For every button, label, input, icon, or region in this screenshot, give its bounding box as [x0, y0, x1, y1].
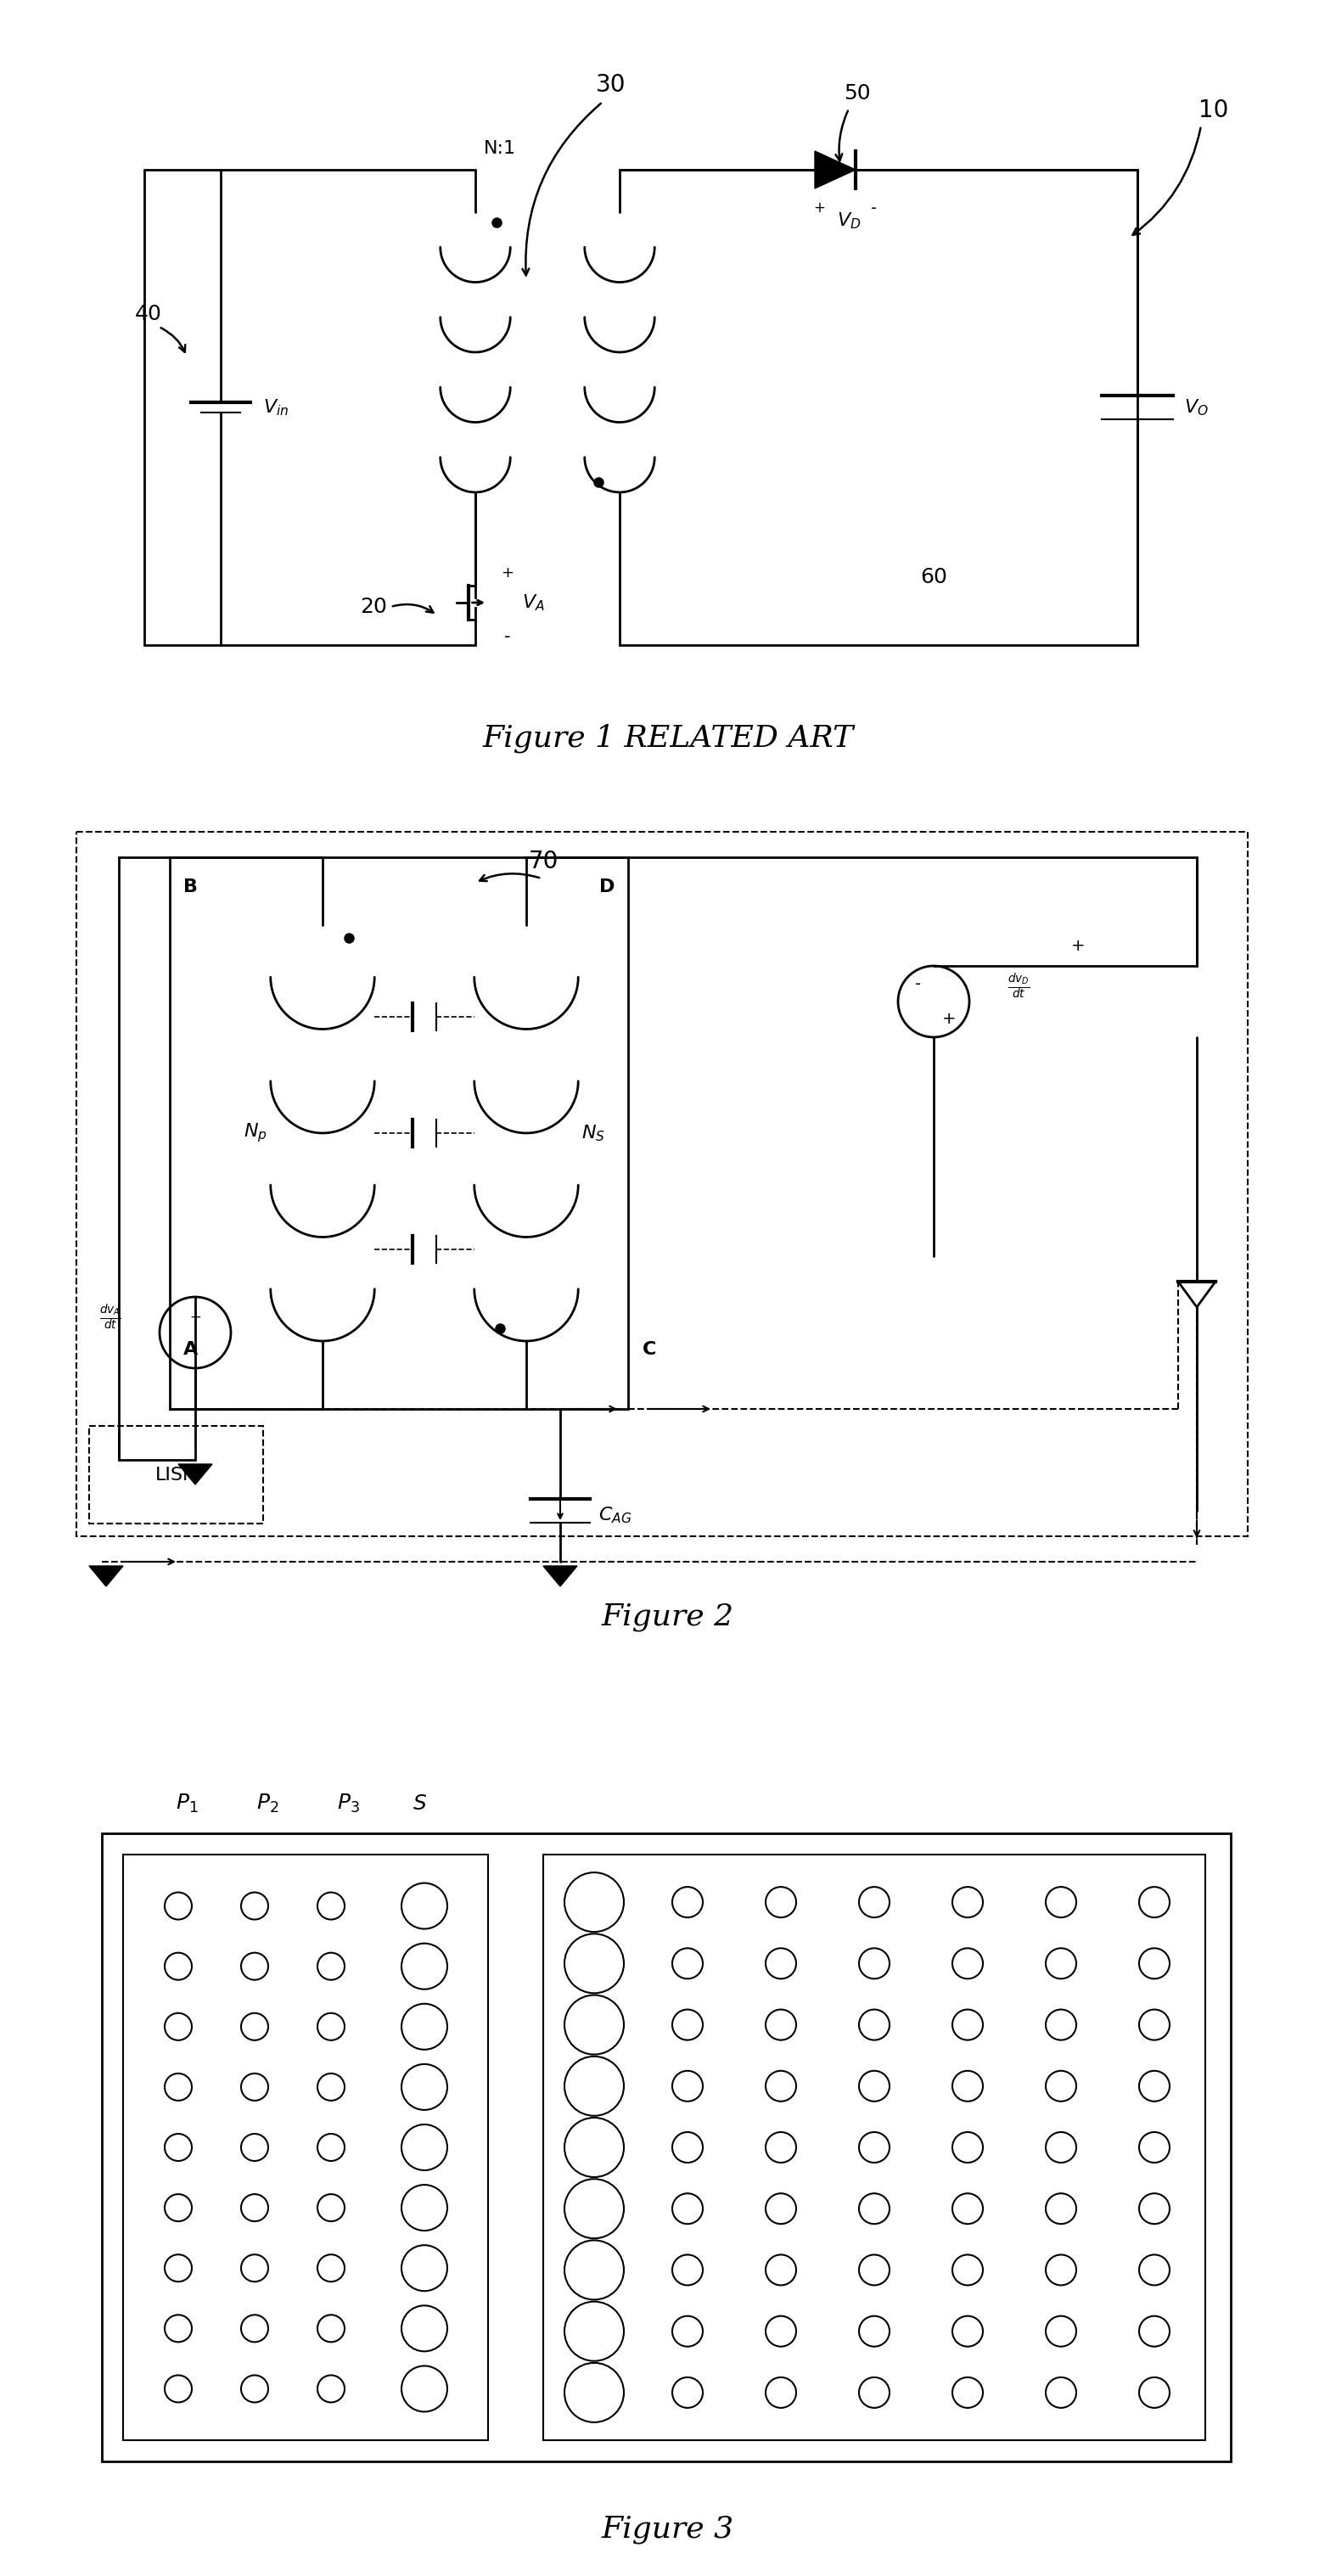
- Text: $V_O$: $V_O$: [1184, 397, 1209, 417]
- Polygon shape: [815, 152, 855, 188]
- Text: $V_{in}$: $V_{in}$: [263, 397, 289, 417]
- Bar: [90, 1427, 263, 1522]
- Text: 30: 30: [596, 72, 627, 98]
- Text: -: -: [505, 629, 510, 644]
- Text: Figure 2: Figure 2: [601, 1602, 735, 1631]
- Text: 60: 60: [921, 567, 947, 587]
- Bar: [102, 1834, 1230, 2463]
- Text: $P_3$: $P_3$: [337, 1793, 359, 1814]
- Text: LISN: LISN: [155, 1466, 198, 1484]
- Text: B: B: [184, 878, 198, 896]
- Text: D: D: [599, 878, 615, 896]
- Text: -: -: [192, 1342, 198, 1358]
- Text: A: A: [183, 1342, 198, 1358]
- Text: $P_2$: $P_2$: [257, 1793, 279, 1814]
- Bar: [544, 1855, 1205, 2439]
- Text: $V_A$: $V_A$: [522, 592, 545, 613]
- Text: $\frac{dv_D}{dt}$: $\frac{dv_D}{dt}$: [1007, 971, 1030, 1002]
- Text: $C_{AG}$: $C_{AG}$: [599, 1504, 632, 1525]
- Text: +: +: [814, 201, 824, 216]
- Text: $P_1$: $P_1$: [175, 1793, 198, 1814]
- Bar: [123, 1855, 488, 2439]
- Text: -: -: [915, 976, 922, 992]
- Bar: [170, 858, 628, 1409]
- Text: $\frac{dv_A}{dt}$: $\frac{dv_A}{dt}$: [99, 1303, 122, 1332]
- Text: 40: 40: [135, 304, 162, 325]
- Bar: [76, 832, 1248, 1535]
- Polygon shape: [178, 1463, 212, 1484]
- Text: $N_p$: $N_p$: [243, 1121, 267, 1144]
- Text: +: +: [190, 1309, 202, 1324]
- Text: $V_D$: $V_D$: [836, 211, 860, 232]
- Text: N:1: N:1: [484, 139, 516, 157]
- Polygon shape: [90, 1566, 123, 1587]
- Text: +: +: [942, 1010, 957, 1028]
- Text: C: C: [643, 1342, 656, 1358]
- Text: $S$: $S$: [413, 1793, 428, 1814]
- Text: 10: 10: [1198, 98, 1229, 121]
- Text: $N_S$: $N_S$: [581, 1123, 605, 1144]
- Text: Figure 1 RELATED ART: Figure 1 RELATED ART: [482, 724, 854, 752]
- Text: 20: 20: [359, 598, 387, 618]
- Text: -: -: [871, 201, 878, 216]
- Text: Figure 3: Figure 3: [601, 2514, 735, 2543]
- Text: +: +: [501, 564, 514, 580]
- Text: +: +: [1071, 938, 1085, 956]
- Polygon shape: [544, 1566, 577, 1587]
- Text: 70: 70: [528, 850, 558, 873]
- Text: 50: 50: [844, 82, 871, 103]
